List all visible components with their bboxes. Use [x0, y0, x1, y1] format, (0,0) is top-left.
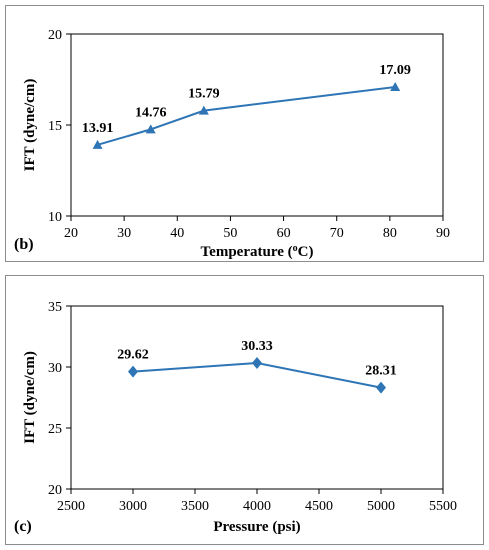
plot-area	[70, 33, 444, 217]
data-label: 30.33	[241, 339, 273, 354]
chart-panel-b: 10 15 20 20 30 40 50 60 70 80 90 IFT (dyne/cm) Tempe…	[5, 5, 484, 262]
series-line	[97, 85, 396, 146]
x-tick-label: 60	[277, 226, 291, 241]
panel-tag: (b)	[14, 236, 34, 253]
data-point	[128, 365, 138, 378]
chart-panel-c: 20 25 30 35 2500 3000 3500 4000 4500 5000 5500 IFT …	[5, 275, 484, 545]
y-tick-label: 35	[48, 300, 62, 315]
chart-c-svg: 20 25 30 35 2500 3000 3500 4000 4500 5000 5500 IFT …	[14, 300, 457, 535]
x-axis-label-superscript: o	[293, 243, 298, 254]
panel-tag: (c)	[14, 518, 32, 535]
x-tick-label: 5500	[429, 499, 457, 514]
x-tick-label: 20	[64, 226, 78, 241]
y-tick-label: 20	[48, 28, 62, 43]
y-tick-label: 30	[48, 361, 62, 376]
y-tick-label: 20	[48, 483, 62, 498]
x-tick-label: 40	[170, 226, 184, 241]
x-tick-label: 4000	[243, 499, 271, 514]
data-label: 17.09	[379, 63, 411, 78]
x-tick-label: 70	[330, 226, 344, 241]
data-label: 13.91	[82, 121, 114, 136]
data-point	[252, 356, 262, 369]
y-axis-label: IFT (dyne/cm)	[22, 351, 38, 444]
x-axis-label: Pressure (psi)	[213, 519, 300, 535]
data-label: 29.62	[117, 348, 149, 363]
data-label: 15.79	[188, 87, 220, 102]
x-tick-label: 50	[223, 226, 237, 241]
x-axis-label: Temperature (oC)	[201, 243, 314, 261]
data-point	[390, 81, 401, 91]
y-axis-label: IFT (dyne/cm)	[22, 79, 38, 172]
x-tick-label: 5000	[367, 499, 395, 514]
x-tick-label: 90	[436, 226, 450, 241]
x-tick-label: 80	[383, 226, 397, 241]
x-tick-label: 30	[117, 226, 131, 241]
y-tick-label: 10	[48, 210, 62, 225]
x-tick-label: 3500	[181, 499, 209, 514]
y-tick-label: 25	[48, 422, 62, 437]
x-axis-label-text: Pressure (psi)	[213, 519, 300, 535]
x-tick-label: 4500	[305, 499, 333, 514]
plot-area	[70, 305, 444, 490]
data-point	[376, 381, 386, 394]
data-point	[145, 124, 156, 134]
data-point	[92, 139, 103, 149]
data-label: 14.76	[135, 105, 167, 120]
data-label: 28.31	[365, 364, 397, 379]
x-tick-label: 2500	[57, 499, 85, 514]
x-axis-label-tail: C)	[298, 244, 314, 260]
chart-b-svg: 10 15 20 20 30 40 50 60 70 80 90 IFT (dyne/cm) Tempe…	[14, 28, 450, 261]
x-tick-label: 3000	[119, 499, 147, 514]
x-axis-label-text: Temperature (	[201, 244, 293, 260]
y-tick-label: 15	[48, 119, 62, 134]
data-point	[198, 105, 209, 115]
